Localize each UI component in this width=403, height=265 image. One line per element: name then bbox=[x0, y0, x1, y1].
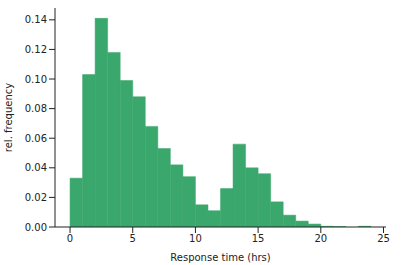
svg-text:Response time (hrs): Response time (hrs) bbox=[170, 252, 271, 263]
svg-text:0.14: 0.14 bbox=[25, 14, 47, 25]
svg-text:0.00: 0.00 bbox=[25, 222, 47, 233]
svg-text:10: 10 bbox=[189, 233, 202, 244]
svg-text:20: 20 bbox=[314, 233, 327, 244]
svg-text:0.06: 0.06 bbox=[25, 133, 47, 144]
svg-text:0.04: 0.04 bbox=[25, 162, 47, 173]
svg-text:25: 25 bbox=[377, 233, 390, 244]
svg-text:15: 15 bbox=[252, 233, 265, 244]
svg-text:0.12: 0.12 bbox=[25, 44, 47, 55]
svg-text:5: 5 bbox=[130, 233, 136, 244]
svg-text:0: 0 bbox=[67, 233, 73, 244]
svg-text:rel. frequency: rel. frequency bbox=[8, 83, 14, 152]
svg-text:0.10: 0.10 bbox=[25, 74, 47, 85]
svg-text:0.02: 0.02 bbox=[25, 192, 47, 203]
svg-text:0.08: 0.08 bbox=[25, 103, 47, 114]
